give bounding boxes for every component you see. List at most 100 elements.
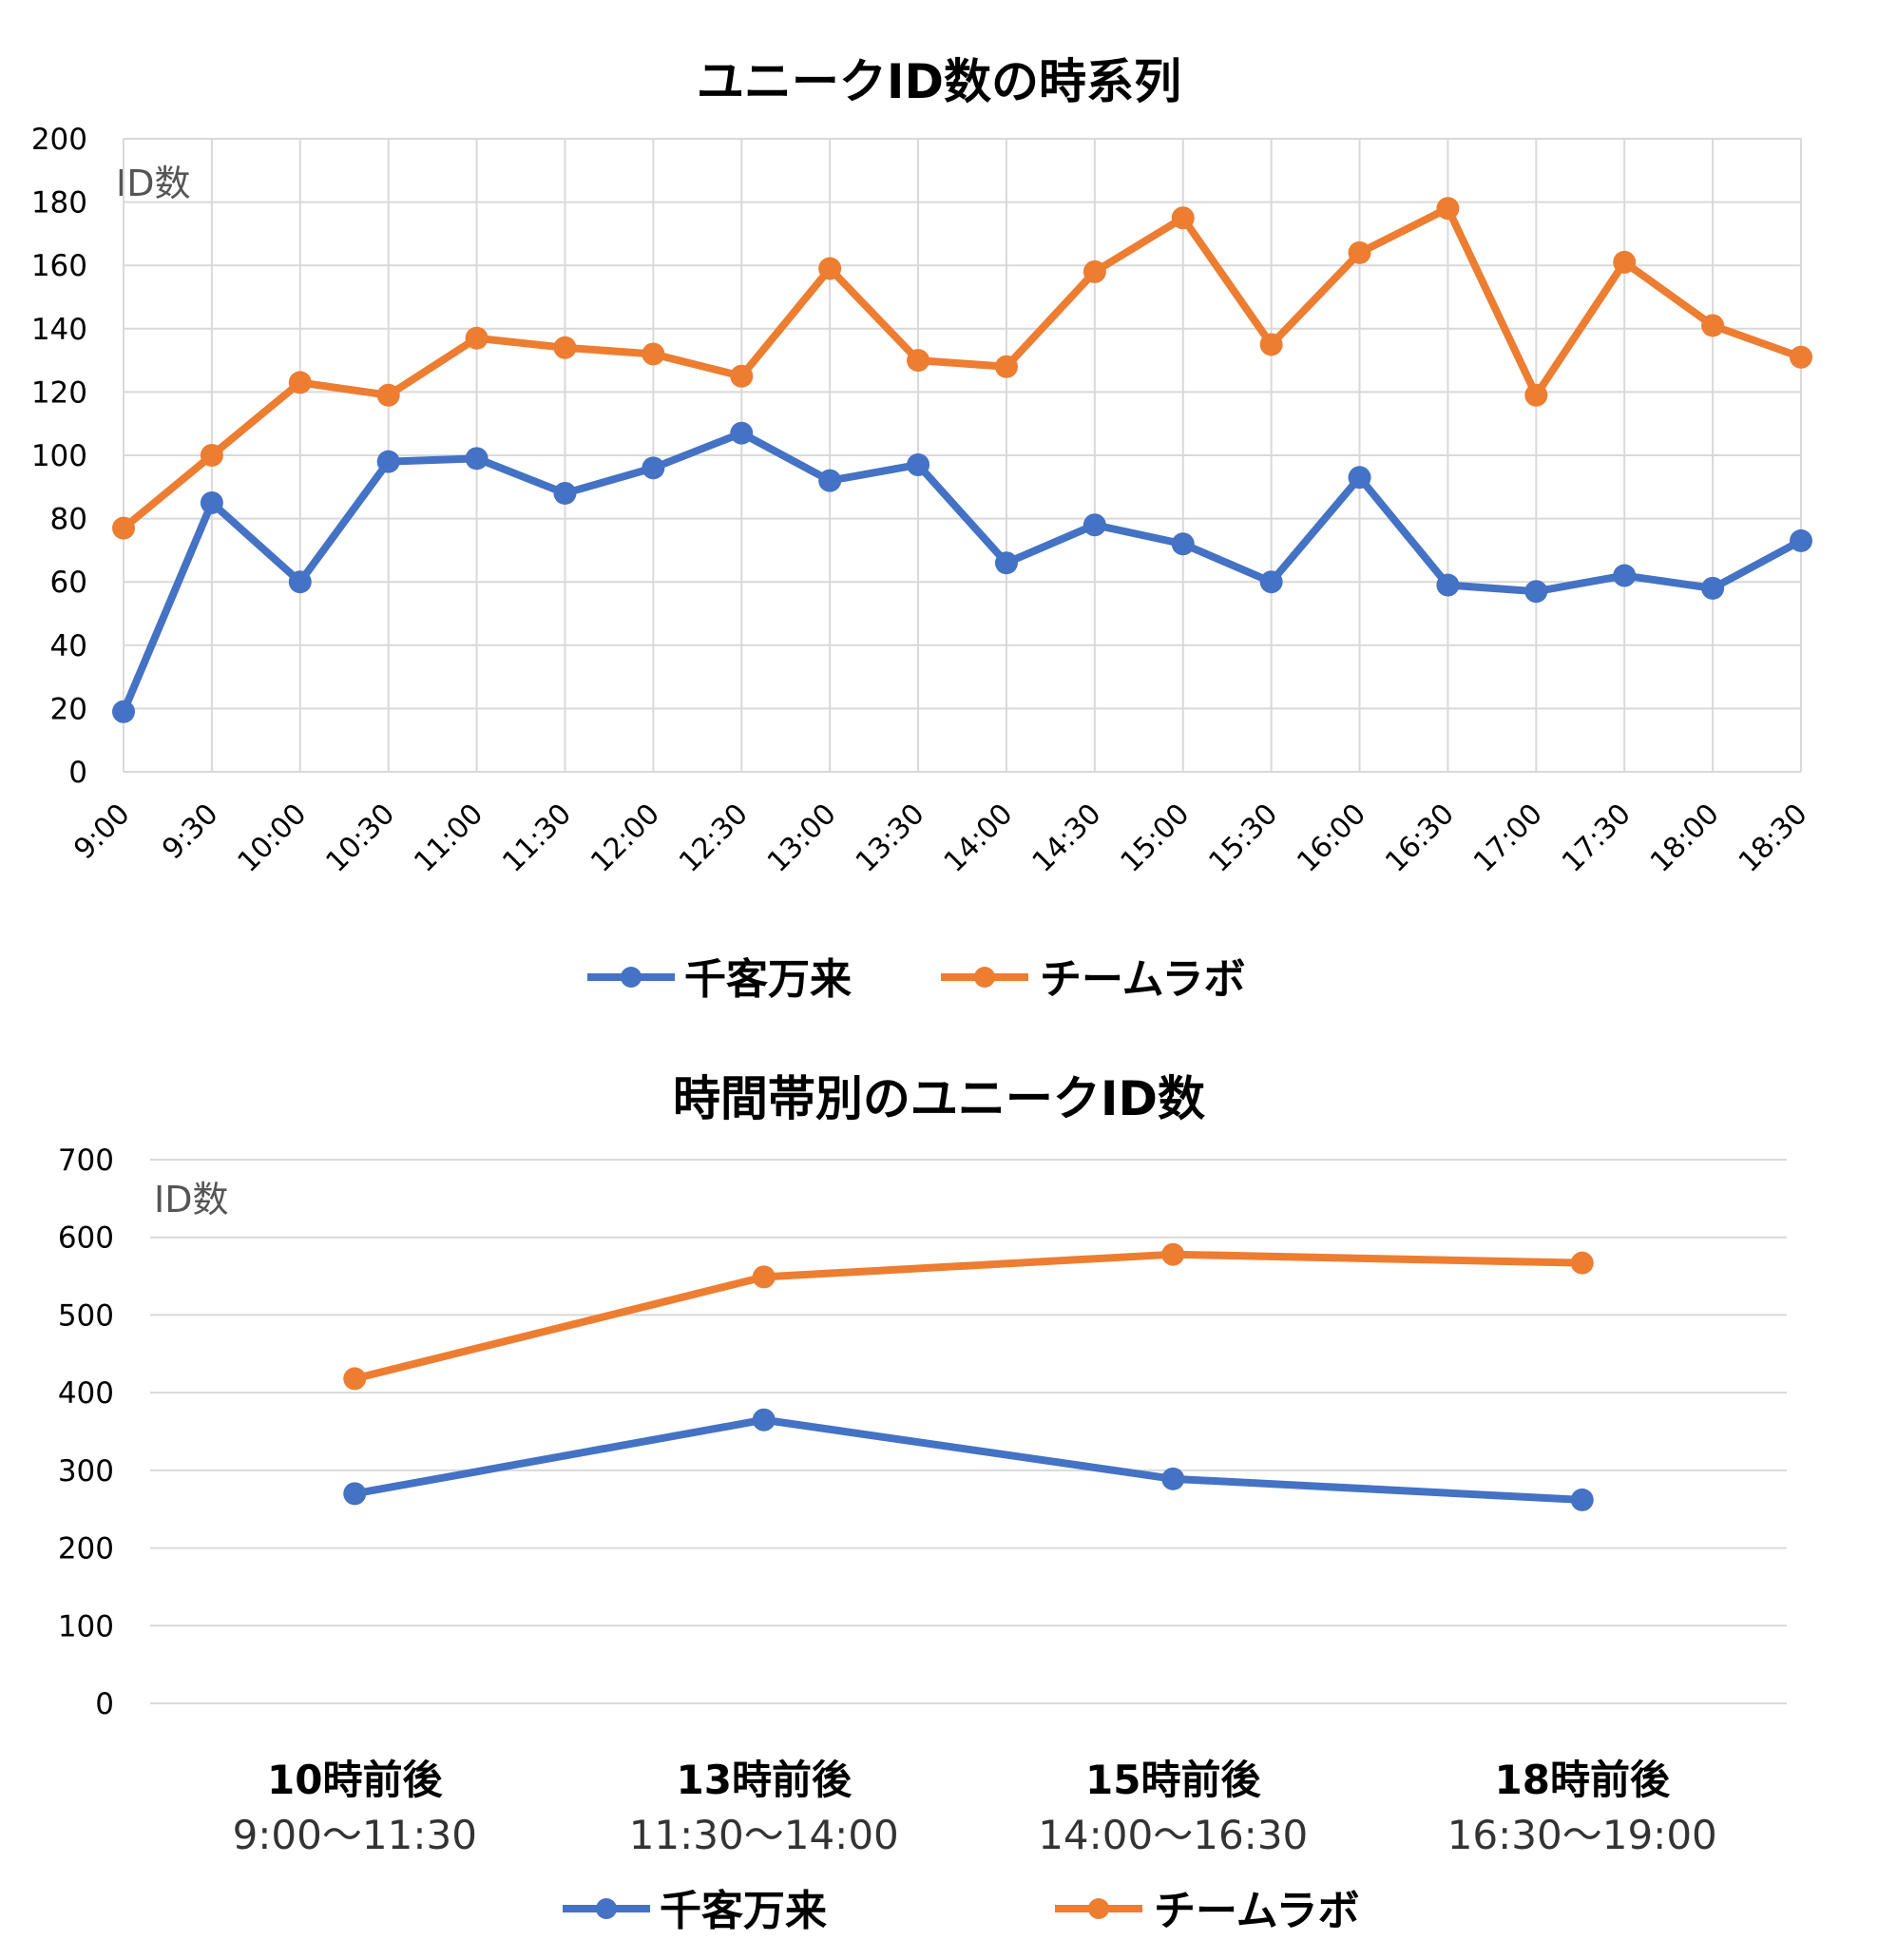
chart2-y-unit: ID数 — [154, 1179, 228, 1220]
chart1-point-0 — [818, 469, 842, 492]
chart2-x-category-label: 10時前後 — [267, 1757, 443, 1803]
chart1-y-unit: ID数 — [116, 163, 190, 204]
chart2-x-category-label: 15時前後 — [1085, 1757, 1261, 1803]
chart1-point-0 — [1436, 573, 1460, 597]
chart1-legend-teamlab: チームラボ — [1040, 955, 1245, 1004]
chart2-y-ticks: 0 100 200 300 400 500 600 700 — [58, 1143, 114, 1721]
chart1-point-1 — [1524, 383, 1548, 407]
chart1-y-tick-label: 180 — [31, 186, 87, 221]
chart1-point-0 — [730, 421, 754, 445]
chart2-point-0 — [1161, 1467, 1185, 1490]
chart2-x-category-range: 14:00～16:30 — [1038, 1812, 1308, 1858]
chart2-legend: 千客万来 チームラボ — [563, 1887, 1359, 1935]
chart1-x-tick-label: 13:00 — [761, 797, 843, 879]
chart1-point-0 — [1259, 570, 1283, 594]
chart2-y-tick-label: 100 — [58, 1609, 114, 1643]
chart2-x-category-range: 9:00～11:30 — [233, 1812, 477, 1858]
chart2-y-tick-label: 300 — [58, 1454, 114, 1489]
chart1-x-tick-label: 9:00 — [67, 797, 136, 866]
chart1-point-1 — [288, 371, 312, 394]
chart1-x-tick-label: 14:00 — [938, 797, 1020, 879]
chart1-point-1 — [553, 336, 577, 359]
chart1-x-tick-label: 11:00 — [408, 797, 489, 879]
chart1-legend-dot-senkyaku — [621, 967, 642, 988]
chart1-point-0 — [465, 447, 489, 471]
chart1-legend: 千客万来 チームラボ — [587, 955, 1245, 1004]
chart1-point-0 — [994, 551, 1018, 575]
chart1-point-0 — [112, 700, 135, 723]
chart1-y-tick-label: 0 — [68, 756, 87, 790]
chart2-point-1 — [1570, 1251, 1594, 1275]
chart1-series-line-0 — [120, 429, 1803, 714]
chart2-y-tick-label: 0 — [95, 1687, 114, 1721]
chart1-point-1 — [818, 257, 842, 280]
chart1-point-1 — [1259, 333, 1283, 356]
chart2-x-category-label: 18時前後 — [1495, 1757, 1671, 1803]
chart1-gridlines — [123, 138, 1802, 773]
chart1-point-0 — [288, 570, 312, 594]
chart2-y-tick-label: 700 — [58, 1143, 114, 1178]
chart1-x-tick-label: 15:30 — [1202, 797, 1284, 879]
chart1-x-tick-label: 18:00 — [1644, 797, 1726, 879]
chart2-point-0 — [1570, 1488, 1594, 1511]
chart1-x-tick-label: 14:30 — [1026, 797, 1108, 879]
chart1-y-tick-label: 200 — [31, 123, 87, 157]
chart1-point-1 — [994, 355, 1018, 378]
chart2-series — [343, 1242, 1594, 1511]
chart1-x-tick-label: 17:30 — [1556, 797, 1638, 879]
chart1-x-tick-label: 16:00 — [1291, 797, 1372, 879]
chart1-point-0 — [1613, 564, 1637, 587]
chart2-series-line-0 — [354, 1415, 1582, 1504]
chart1-point-1 — [200, 444, 223, 467]
chart1-x-tick-label: 15:00 — [1115, 797, 1197, 879]
chart1-legend-senkyaku: 千客万来 — [684, 955, 852, 1004]
chart1-y-tick-label: 80 — [50, 503, 87, 537]
chart1-point-0 — [1701, 576, 1725, 600]
chart1-point-1 — [112, 516, 135, 540]
chart1-x-ticks: 9:00 9:30 10:00 10:30 11:00 11:30 12:00 12:30 13… — [67, 797, 1813, 879]
chart1-title: ユニークID数の時系列 — [697, 54, 1181, 109]
chart1-x-tick-label: 13:30 — [850, 797, 931, 879]
chart2-x-category-range: 16:30～19:00 — [1447, 1812, 1717, 1858]
chart1-point-1 — [907, 349, 930, 373]
time-band-chart: 時間帯別のユニークID数 ID数 0100200300400500600700 … — [58, 1071, 1787, 1935]
chart1-point-1 — [465, 326, 489, 350]
chart1-point-1 — [642, 342, 665, 366]
chart1-point-1 — [1790, 345, 1812, 369]
chart1-point-1 — [730, 364, 754, 388]
chart1-y-ticks: 0 20 40 60 80 100 120 140 160 180 200 — [31, 123, 87, 790]
time-series-chart: ユニークID数の時系列 ID数 0 20 40 60 80 100 120 140 160 180… — [31, 54, 1814, 1004]
chart1-point-0 — [1790, 528, 1812, 552]
chart1-y-tick-label: 120 — [31, 375, 87, 410]
chart1-point-0 — [1524, 580, 1548, 604]
chart2-legend-senkyaku: 千客万来 — [660, 1887, 827, 1935]
chart1-legend-dot-teamlab — [974, 967, 995, 988]
chart1-x-tick-label: 12:30 — [673, 797, 755, 879]
chart1-x-tick-label: 11:30 — [496, 797, 578, 879]
chart2-gridlines — [150, 1159, 1787, 1704]
chart1-y-tick-label: 100 — [31, 439, 87, 473]
chart1-series-line-1 — [121, 204, 1803, 531]
chart2-x-category-range: 11:30～14:00 — [629, 1812, 899, 1858]
chart2-point-1 — [343, 1367, 367, 1391]
chart2-y-tick-label: 600 — [58, 1221, 114, 1256]
chart1-point-0 — [200, 490, 223, 514]
chart1-point-1 — [1436, 197, 1460, 221]
chart1-point-1 — [1083, 259, 1106, 283]
chart1-x-tick-label: 10:30 — [319, 797, 401, 879]
chart2-point-1 — [752, 1265, 776, 1289]
chart1-point-0 — [1083, 513, 1106, 537]
chart1-y-tick-label: 140 — [31, 313, 87, 347]
chart1-point-0 — [1348, 466, 1371, 490]
chart2-x-ticks: 10時前後 9:00～11:30 13時前後 11:30～14:00 15時前後 14:0… — [233, 1757, 1717, 1858]
chart2-y-tick-label: 400 — [58, 1376, 114, 1411]
chart2-x-category-label: 13時前後 — [677, 1757, 853, 1803]
chart2-y-tick-label: 200 — [58, 1532, 114, 1566]
chart1-y-tick-label: 160 — [31, 249, 87, 283]
chart1-point-1 — [1613, 250, 1637, 274]
chart1-point-1 — [1701, 314, 1725, 337]
chart2-point-1 — [1161, 1242, 1185, 1266]
chart1-point-0 — [1171, 532, 1195, 556]
chart2-y-tick-label: 500 — [58, 1298, 114, 1333]
